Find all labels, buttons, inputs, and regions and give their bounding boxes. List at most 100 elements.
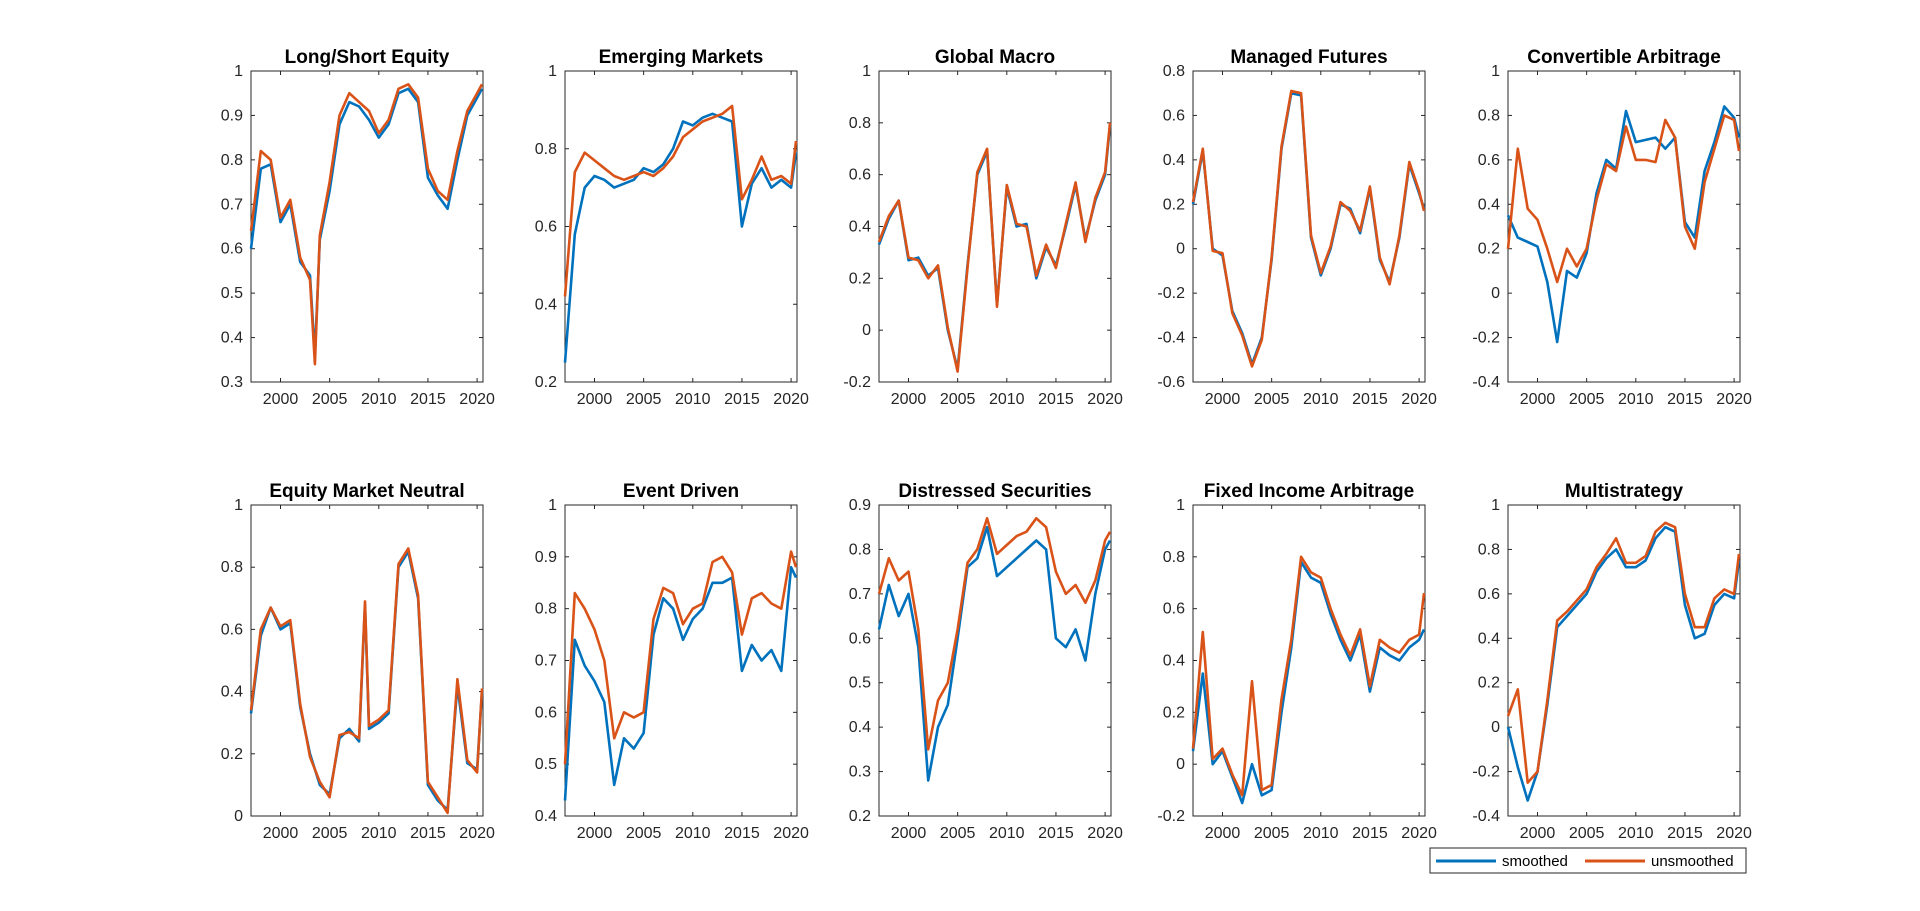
x-tick-label: 2005 <box>940 391 976 408</box>
x-tick-label: 2010 <box>1303 391 1339 408</box>
x-tick-label: 2005 <box>1569 391 1605 408</box>
y-tick-label: 0.6 <box>535 704 557 721</box>
subplot: Long/Short Equity 0.3 0.4 0.5 0.6 0.7 0.8 0.9 1 2… <box>221 47 495 408</box>
y-tick-label: 0.4 <box>1478 196 1500 213</box>
x-tick-label: 2020 <box>1716 825 1752 842</box>
subplot: Distressed Securities 0.2 0.3 0.4 0.5 0.6 0.7 0… <box>849 481 1123 842</box>
legend-label-unsmoothed: unsmoothed <box>1651 853 1734 870</box>
y-tick-label: -0.2 <box>1472 764 1500 781</box>
y-tick-label: -0.2 <box>843 374 871 391</box>
y-tick-label: 0.6 <box>849 167 871 184</box>
x-tick-label: 2010 <box>1303 825 1339 842</box>
plot-area <box>564 70 798 383</box>
subplot-title: Emerging Markets <box>599 47 764 68</box>
y-tick-label: 0.4 <box>849 719 871 736</box>
y-tick-label: 0.3 <box>849 764 871 781</box>
y-tick-label: 1 <box>862 63 871 80</box>
subplot: Convertible Arbitrage -0.4 -0.2 0 0.2 0.4 0.6 0… <box>1472 47 1752 408</box>
y-tick-label: 0.9 <box>535 549 557 566</box>
x-tick-label: 2000 <box>263 391 299 408</box>
x-tick-label: 2010 <box>989 825 1025 842</box>
x-tick-label: 2000 <box>891 391 927 408</box>
y-tick-label: 1 <box>548 497 557 514</box>
legend-label-smoothed: smoothed <box>1502 853 1568 870</box>
y-tick-label: 0.5 <box>849 675 871 692</box>
x-tick-label: 2015 <box>1352 391 1388 408</box>
subplot-title: Global Macro <box>935 47 1055 68</box>
y-tick-label: 0.8 <box>1478 541 1500 558</box>
y-tick-label: 0.2 <box>849 270 871 287</box>
series-line-unsmoothed <box>877 516 1112 751</box>
x-tick-label: 2000 <box>1205 825 1241 842</box>
y-tick-label: -0.4 <box>1472 808 1500 825</box>
series-line-unsmoothed <box>1191 89 1426 368</box>
x-tick-label: 2005 <box>1254 825 1290 842</box>
x-tick-label: 2005 <box>1569 825 1605 842</box>
x-tick-label: 2005 <box>940 825 976 842</box>
y-tick-label: 0.8 <box>849 541 871 558</box>
series-line-unsmoothed <box>563 104 798 297</box>
x-tick-label: 2010 <box>675 391 711 408</box>
plot-area <box>878 504 1112 817</box>
x-tick-label: 2020 <box>1087 391 1123 408</box>
y-tick-label: 0.6 <box>1163 601 1185 618</box>
plot-area <box>1192 504 1426 817</box>
y-tick-label: 0.2 <box>1163 704 1185 721</box>
subplot-grid: Long/Short Equity 0.3 0.4 0.5 0.6 0.7 0.8 0.9 1 2… <box>221 47 1752 842</box>
y-tick-label: -0.2 <box>1157 808 1185 825</box>
plot-area <box>250 70 484 383</box>
y-tick-label: 0.8 <box>221 152 243 169</box>
y-tick-label: 0.8 <box>221 559 243 576</box>
y-tick-label: 0.5 <box>221 285 243 302</box>
y-tick-label: 0.2 <box>849 808 871 825</box>
subplot-title: Convertible Arbitrage <box>1527 47 1721 68</box>
x-tick-label: 2010 <box>989 391 1025 408</box>
x-tick-label: 2015 <box>410 825 446 842</box>
y-tick-label: 0.2 <box>1478 675 1500 692</box>
y-tick-label: 0 <box>1491 285 1500 302</box>
y-tick-label: 0.4 <box>849 219 871 236</box>
subplot: Managed Futures -0.6 -0.4 -0.2 0 0.2 0.4 0.6 0.8… <box>1157 47 1437 408</box>
y-tick-label: 0.2 <box>1163 196 1185 213</box>
y-tick-label: 1 <box>1491 497 1500 514</box>
x-tick-label: 2015 <box>410 391 446 408</box>
y-tick-label: 0.4 <box>1163 653 1185 670</box>
y-tick-label: 0.8 <box>535 601 557 618</box>
y-tick-label: 0.8 <box>535 141 557 158</box>
subplot-title: Equity Market Neutral <box>269 481 464 502</box>
y-tick-label: 0.8 <box>849 115 871 132</box>
y-tick-label: 0.4 <box>221 330 243 347</box>
subplot-title: Event Driven <box>623 481 739 502</box>
x-tick-label: 2010 <box>361 391 397 408</box>
y-tick-label: 1 <box>1491 63 1500 80</box>
series-line-unsmoothed <box>877 122 1112 373</box>
subplot: Equity Market Neutral 0 0.2 0.4 0.6 0.8 1 2000 2… <box>221 481 495 842</box>
subplot-title: Fixed Income Arbitrage <box>1204 481 1414 502</box>
y-tick-label: 0.6 <box>221 621 243 638</box>
x-tick-label: 2020 <box>1401 391 1437 408</box>
subplot-title: Distressed Securities <box>898 481 1091 502</box>
x-tick-label: 2005 <box>626 825 662 842</box>
x-tick-label: 2020 <box>773 825 809 842</box>
y-tick-label: 0 <box>234 808 243 825</box>
y-tick-label: 0.3 <box>221 374 243 391</box>
y-tick-label: 0.5 <box>535 756 557 773</box>
x-tick-label: 2015 <box>1352 825 1388 842</box>
x-tick-label: 2005 <box>626 391 662 408</box>
subplot-title: Managed Futures <box>1230 47 1387 68</box>
y-tick-label: 0.8 <box>1163 63 1185 80</box>
x-tick-label: 2020 <box>773 391 809 408</box>
series-line-smoothed <box>1506 105 1741 344</box>
x-tick-label: 2015 <box>724 391 760 408</box>
x-tick-label: 2010 <box>675 825 711 842</box>
x-tick-label: 2000 <box>891 825 927 842</box>
y-tick-label: 0.4 <box>1478 630 1500 647</box>
y-tick-label: 1 <box>1176 497 1185 514</box>
y-tick-label: 0 <box>1176 241 1185 258</box>
y-tick-label: 0.7 <box>221 196 243 213</box>
y-tick-label: 0.6 <box>849 630 871 647</box>
series-line-unsmoothed <box>1191 555 1426 797</box>
y-tick-label: 0.9 <box>849 497 871 514</box>
subplot-title: Multistrategy <box>1565 481 1684 502</box>
